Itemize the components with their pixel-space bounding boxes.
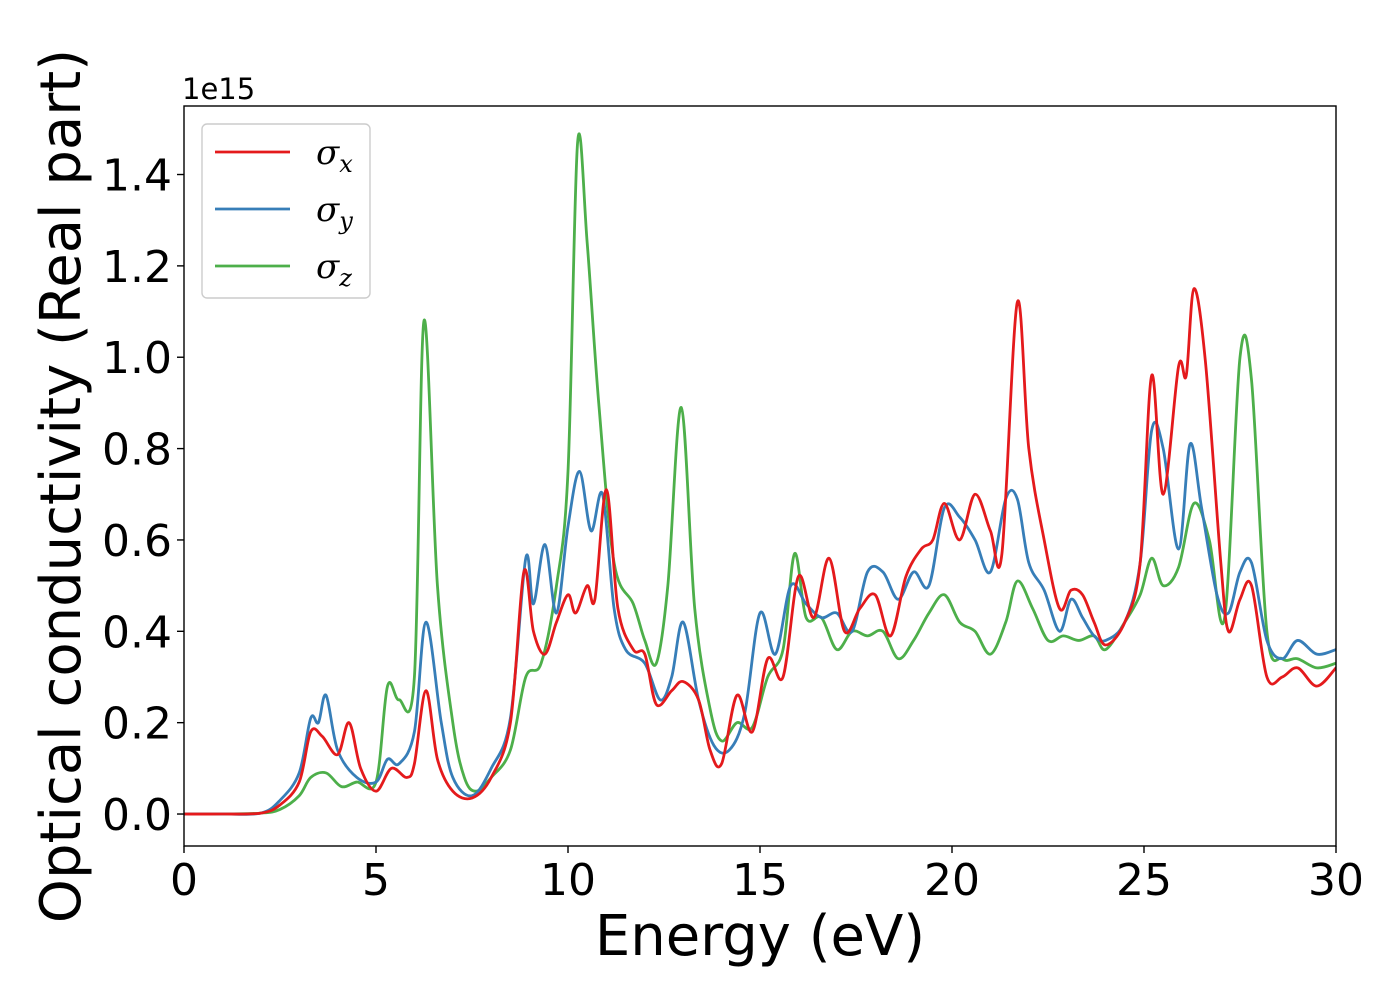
x-tick-label: 5 xyxy=(362,855,390,906)
y-tick-label: 0.4 xyxy=(102,607,172,658)
x-tick-label: 15 xyxy=(732,855,788,906)
legend-label-x: σx xyxy=(316,133,353,178)
x-tick-label: 20 xyxy=(924,855,980,906)
x-tick-label: 30 xyxy=(1308,855,1364,906)
y-tick-label: 0.8 xyxy=(102,425,172,476)
x-axis-ticks: 0 5 10 15 20 25 30 xyxy=(170,846,1364,906)
series-line-x xyxy=(184,287,1336,816)
legend: σx σy σz xyxy=(201,123,371,299)
y-tick-label: 1.2 xyxy=(102,242,172,293)
legend-label-z: σz xyxy=(316,247,352,292)
legend-box xyxy=(201,123,371,299)
y-axis-label: Optical conductivity (Real part) xyxy=(29,49,94,923)
x-axis-label: Energy (eV) xyxy=(595,904,925,969)
y-axis-ticks: 0.0 0.2 0.4 0.6 0.8 1.0 1.2 1.4 xyxy=(102,151,184,841)
y-tick-label: 0.0 xyxy=(102,790,172,841)
y-tick-label: 0.6 xyxy=(102,516,172,567)
legend-label-y: σy xyxy=(316,190,353,235)
y-axis-offset-label: 1e15 xyxy=(182,72,255,106)
series-line-y xyxy=(184,420,1336,816)
series-lines xyxy=(184,132,1336,816)
x-tick-label: 25 xyxy=(1116,855,1172,906)
x-tick-label: 0 xyxy=(170,855,198,906)
y-tick-label: 0.2 xyxy=(102,699,172,750)
y-tick-label: 1.0 xyxy=(102,333,172,384)
x-tick-label: 10 xyxy=(540,855,596,906)
y-tick-label: 1.4 xyxy=(102,151,172,202)
